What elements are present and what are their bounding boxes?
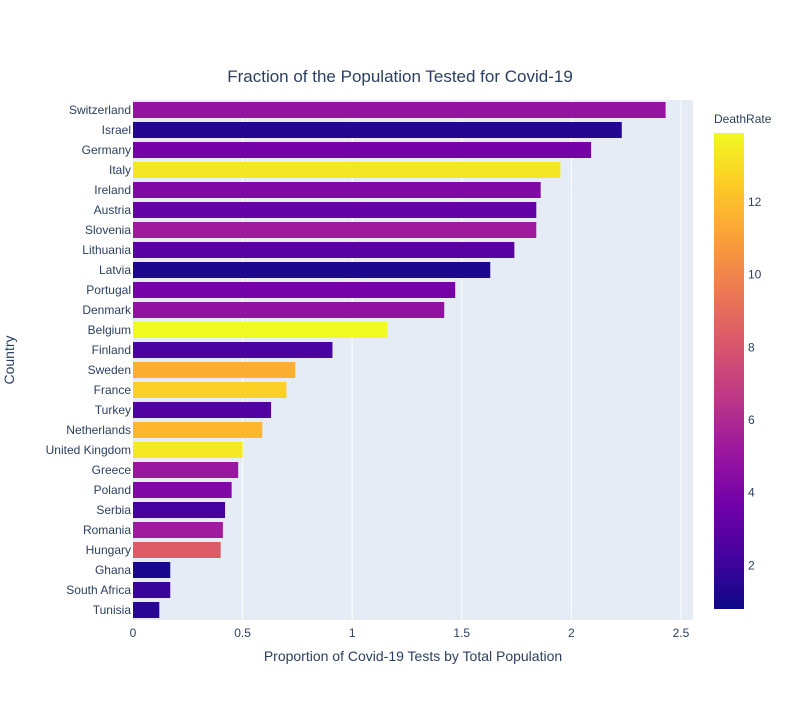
colorbar-tick-label: 8 [748,340,755,354]
bars [133,102,666,618]
bar-lithuania [133,242,515,258]
y-tick-label: France [94,383,132,397]
colorbar-tick-label: 6 [748,413,755,427]
y-tick-label: Austria [94,203,132,217]
bar-ireland [133,182,541,198]
y-tick-label: Slovenia [85,223,131,237]
bar-latvia [133,262,491,278]
y-tick-label: Romania [83,523,131,537]
colorbar [714,133,744,609]
y-tick-label: Serbia [96,503,131,517]
y-tick-label: Belgium [88,323,131,337]
colorbar-title: DeathRate [714,112,772,126]
bar-italy [133,162,561,178]
x-tick-label: 0.5 [234,626,251,640]
y-tick-label: South Africa [66,583,131,597]
bar-slovenia [133,222,537,238]
colorbar-tick-labels: 2 4 6 8 10 12 [748,195,762,572]
y-tick-label: Lithuania [82,243,131,257]
y-tick-label: Portugal [86,283,131,297]
bar-united-kingdom [133,442,243,458]
y-tick-label: Ghana [95,563,131,577]
y-tick-label: United Kingdom [46,443,131,457]
y-tick-label: Tunisia [93,603,132,617]
colorbar-tick-label: 4 [748,486,755,500]
y-tick-label: Israel [102,123,131,137]
bar-sweden [133,362,296,378]
y-tick-label: Netherlands [66,423,131,437]
y-tick-label: Ireland [94,183,131,197]
bar-turkey [133,402,272,418]
bar-germany [133,142,592,158]
y-tick-label: Italy [109,163,131,177]
bar-austria [133,202,537,218]
y-tick-label: Turkey [95,403,131,417]
y-tick-label: Denmark [82,303,132,317]
x-tick-label: 1 [349,626,356,640]
x-tick-label: 2.5 [673,626,690,640]
bar-hungary [133,542,221,558]
bar-finland [133,342,333,358]
bar-belgium [133,322,388,338]
bar-romania [133,522,223,538]
bar-switzerland [133,102,666,118]
y-tick-label: Switzerland [69,103,131,117]
chart-title: Fraction of the Population Tested for Co… [227,67,573,86]
x-tick-label: 0 [130,626,137,640]
x-axis-title: Proportion of Covid-19 Tests by Total Po… [264,648,562,664]
y-tick-label: Sweden [88,363,131,377]
bar-france [133,382,287,398]
y-tick-label: Greece [92,463,132,477]
bar-portugal [133,282,456,298]
bar-south-africa [133,582,171,598]
bar-tunisia [133,602,160,618]
colorbar-tick-label: 10 [748,268,762,282]
x-tick-labels: 0 0.5 1 1.5 2 2.5 [130,626,690,640]
colorbar-tick-label: 12 [748,195,762,209]
bar-denmark [133,302,445,318]
y-tick-label: Finland [92,343,131,357]
bar-greece [133,462,239,478]
x-tick-label: 2 [568,626,575,640]
bar-poland [133,482,232,498]
bar-ghana [133,562,171,578]
y-tick-label: Latvia [99,263,131,277]
y-tick-label: Hungary [86,543,131,557]
bar-netherlands [133,422,263,438]
bar-israel [133,122,622,138]
colorbar-tick-label: 2 [748,558,755,572]
y-axis-title: Country [1,335,17,384]
x-tick-label: 1.5 [453,626,470,640]
y-tick-labels: Switzerland Israel Germany Italy Ireland Aust… [46,103,132,617]
bar-serbia [133,502,226,518]
y-tick-label: Germany [82,143,131,157]
y-tick-label: Poland [94,483,131,497]
